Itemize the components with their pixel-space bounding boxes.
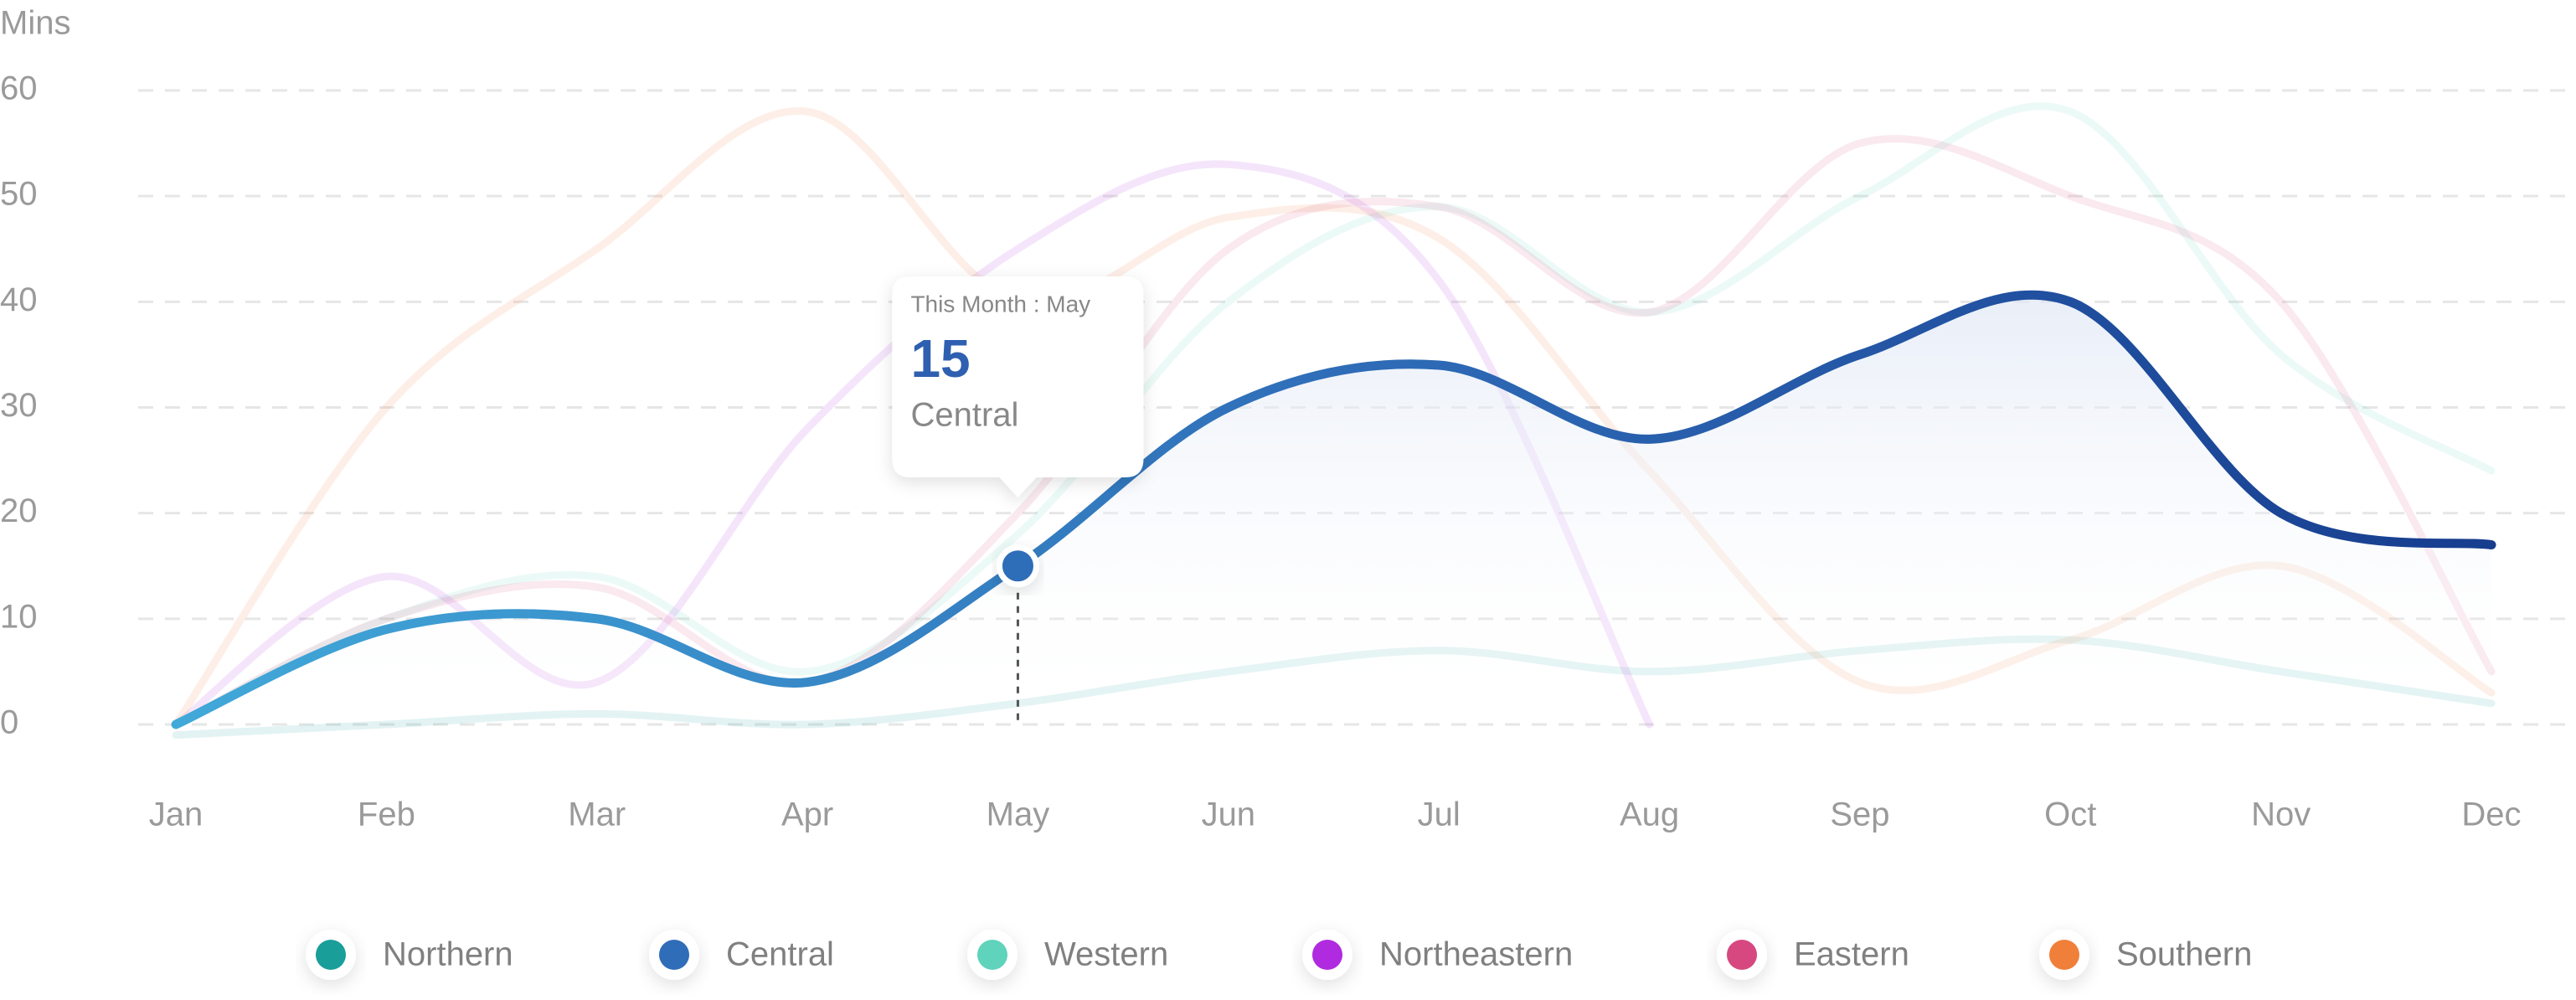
y-axis-label: Mins (0, 5, 70, 42)
y-tick-label: 20 (0, 492, 38, 529)
x-tick-label: Dec (2461, 796, 2521, 833)
legend-swatch (1312, 940, 1342, 970)
legend-swatch (977, 940, 1007, 970)
y-tick-label: 50 (0, 176, 38, 213)
series-area (176, 295, 2491, 725)
y-tick-label: 30 (0, 387, 38, 424)
x-tick-label: Nov (2251, 796, 2311, 833)
legend-label: Northeastern (1379, 936, 1573, 973)
x-tick-label: Feb (358, 796, 415, 833)
x-tick-label: May (987, 796, 1050, 833)
highlight-point (996, 544, 1039, 588)
series-line (171, 290, 2496, 729)
x-tick-label: Sep (1830, 796, 1889, 833)
tooltip-box (892, 276, 1144, 497)
y-tick-label: 60 (0, 70, 38, 107)
legend-swatch (316, 940, 346, 970)
legend-swatch (2049, 940, 2079, 970)
legend-label: Southern (2116, 936, 2252, 973)
x-tick-label: Jul (1418, 796, 1461, 833)
tooltip-label: This Month : May (910, 291, 1090, 317)
series-line (172, 135, 2496, 729)
legend-label: Central (726, 936, 834, 973)
tooltip-series: Central (910, 397, 1018, 434)
x-tick-label: Jan (149, 796, 204, 833)
legend-swatch (1727, 940, 1757, 970)
series-line (172, 102, 2496, 729)
y-tick-label: 0 (0, 704, 18, 741)
x-tick-label: Oct (2044, 796, 2096, 833)
legend-label: Eastern (1794, 936, 1909, 973)
x-tick-label: Mar (568, 796, 626, 833)
legend-label: Western (1044, 936, 1168, 973)
x-tick-label: Aug (1620, 796, 1679, 833)
x-tick-label: Jun (1202, 796, 1256, 833)
y-tick-label: 40 (0, 281, 38, 318)
tooltip-value: 15 (910, 328, 970, 389)
legend-swatch (659, 940, 689, 970)
y-tick-label: 10 (0, 598, 38, 635)
legend-label: Northern (383, 936, 513, 973)
x-tick-label: Apr (781, 796, 833, 833)
